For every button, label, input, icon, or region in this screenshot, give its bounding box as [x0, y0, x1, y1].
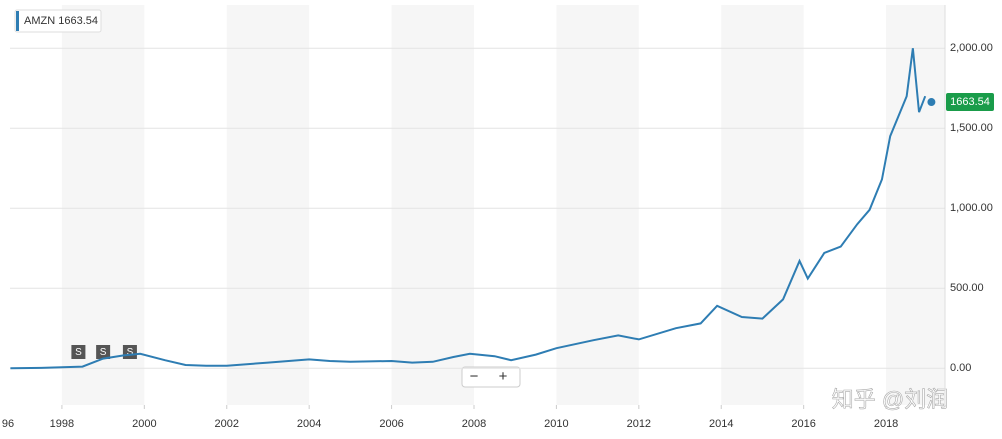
x-tick-label: 2012: [627, 418, 651, 430]
x-tick-label: 2014: [709, 418, 733, 430]
x-tick-label: 2018: [874, 418, 898, 430]
zoom-in[interactable]: +: [499, 368, 508, 385]
x-tick-label: 2004: [297, 418, 321, 430]
band: [556, 5, 639, 405]
legend-swatch: [16, 11, 19, 31]
y-tick-label: 1,500.00: [950, 122, 993, 134]
band: [226, 5, 310, 405]
x-tick-label: 2008: [462, 418, 486, 430]
x-tick-label: 2010: [544, 418, 568, 430]
x-tick-label: 2006: [379, 418, 403, 430]
x-tick-label: 2016: [791, 418, 815, 430]
price-line: [10, 48, 927, 370]
x-tick-label: 2000: [132, 418, 156, 430]
y-tick-label: 0.00: [950, 362, 971, 374]
last-price-label: 1663.54: [950, 96, 990, 108]
split-marker: S: [75, 347, 82, 358]
zoom-out[interactable]: −: [470, 368, 479, 385]
last-price-box: [946, 93, 994, 112]
y-tick-label: 2,000.00: [950, 42, 993, 54]
split-marker-box: [96, 345, 111, 359]
band: [721, 5, 804, 405]
band: [61, 5, 145, 405]
background-bands: [61, 5, 945, 405]
split-marker-box: [71, 345, 86, 359]
band: [886, 5, 945, 405]
x-tick-label: 1998: [50, 418, 74, 430]
x-tick-label: 96: [2, 418, 14, 430]
last-point: [927, 98, 936, 107]
split-marker: S: [100, 347, 107, 358]
split-marker: S: [127, 347, 134, 358]
band: [391, 5, 474, 405]
legend-box: [14, 9, 102, 33]
zoom-control[interactable]: [461, 366, 521, 388]
y-tick-label: 1,000.00: [950, 202, 993, 214]
legend-label: AMZN 1663.54: [24, 15, 98, 27]
y-tick-label: 500.00: [950, 282, 984, 294]
watermark: 知乎 @刘润: [832, 387, 948, 412]
x-tick-label: 2002: [215, 418, 239, 430]
